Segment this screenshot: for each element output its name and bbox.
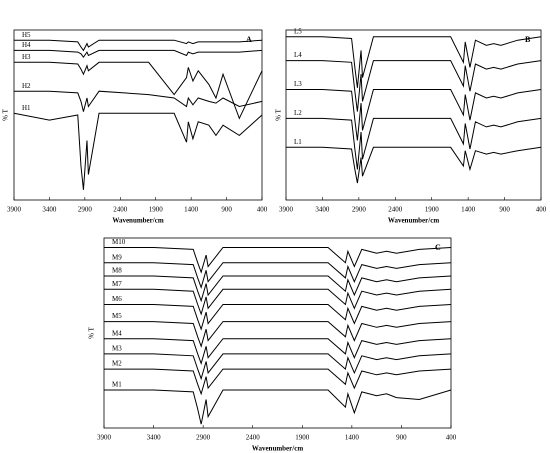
series-label: L2 — [294, 109, 302, 117]
panel-title: A — [246, 35, 252, 44]
spectrum-line — [14, 90, 263, 112]
x-axis-label: Wavenumber/cm — [388, 217, 439, 225]
series-label: H1 — [22, 104, 31, 112]
series-label: M3 — [112, 345, 122, 353]
plot-frame — [103, 237, 452, 429]
x-tick-label: 3900 — [279, 206, 294, 214]
series-label: M6 — [112, 295, 122, 303]
spectrum-line — [286, 89, 542, 141]
series-label: M2 — [112, 360, 122, 368]
spectrum-line — [286, 36, 542, 88]
x-tick-label: 3400 — [42, 206, 57, 214]
series-label: L3 — [294, 80, 302, 88]
series-label: L5 — [294, 27, 302, 35]
spectrum-line — [104, 275, 452, 303]
x-tick-label: 1900 — [149, 206, 164, 214]
x-tick-label: 900 — [221, 206, 232, 214]
spectrum-line — [104, 247, 452, 274]
spectrum-line — [14, 39, 263, 52]
x-tick-label: 900 — [499, 206, 510, 214]
panel-title: B — [525, 35, 531, 44]
plot-frame — [285, 29, 542, 201]
spectrum-line — [104, 353, 452, 381]
x-tick-label: 1400 — [461, 206, 476, 214]
y-axis-label: % T — [2, 108, 10, 120]
x-tick-label: 1900 — [425, 206, 440, 214]
spectrum-line — [286, 117, 542, 170]
x-tick-label: 2400 — [246, 434, 261, 442]
series-label: H2 — [22, 82, 31, 90]
series-label: M5 — [112, 312, 122, 320]
spectrum-line — [14, 49, 263, 59]
x-tick-label: 1400 — [345, 434, 360, 442]
x-tick-label: 400 — [446, 434, 457, 442]
spectrum-line — [104, 262, 452, 290]
spectrum-line — [104, 304, 452, 331]
series-label: H4 — [22, 41, 31, 49]
series-label: L4 — [294, 51, 302, 59]
spectrum-line — [104, 338, 452, 366]
x-tick-label: 3900 — [7, 206, 22, 214]
x-tick-label: 2900 — [196, 434, 211, 442]
x-tick-label: 2400 — [113, 206, 128, 214]
spectrum-line — [13, 112, 263, 190]
x-tick-label: 2900 — [78, 206, 93, 214]
spectrum-line — [104, 389, 452, 425]
spectrum-line — [104, 288, 452, 316]
series-label: M4 — [112, 329, 122, 337]
x-tick-label: 400 — [257, 206, 268, 214]
series-label: L1 — [294, 138, 302, 146]
series-label: H5 — [22, 31, 31, 39]
series-label: M1 — [112, 381, 122, 389]
y-axis-label: % T — [88, 326, 96, 338]
spectrum-line — [286, 146, 542, 184]
series-label: H3 — [22, 53, 31, 61]
panel-title: C — [435, 243, 441, 252]
series-label: M8 — [112, 267, 122, 275]
y-axis-label: % T — [275, 108, 283, 120]
x-tick-label: 1900 — [295, 434, 310, 442]
x-tick-label: 3900 — [97, 434, 112, 442]
x-tick-label: 3400 — [315, 206, 330, 214]
plot-frame — [13, 29, 263, 201]
x-tick-label: 900 — [396, 434, 407, 442]
x-tick-label: 2400 — [388, 206, 403, 214]
series-label: M9 — [112, 253, 122, 261]
spectrum-line — [104, 321, 452, 348]
spectrum-line — [286, 60, 542, 112]
x-axis-label: Wavenumber/cm — [252, 445, 303, 453]
x-tick-label: 400 — [536, 206, 547, 214]
x-tick-label: 2900 — [352, 206, 367, 214]
x-tick-label: 3400 — [147, 434, 162, 442]
x-tick-label: 1400 — [184, 206, 199, 214]
spectrum-line — [104, 368, 452, 396]
series-label: M10 — [112, 238, 126, 246]
spectrum-line — [14, 61, 263, 120]
series-label: M7 — [112, 280, 122, 288]
x-axis-label: Wavenumber/cm — [112, 217, 163, 225]
